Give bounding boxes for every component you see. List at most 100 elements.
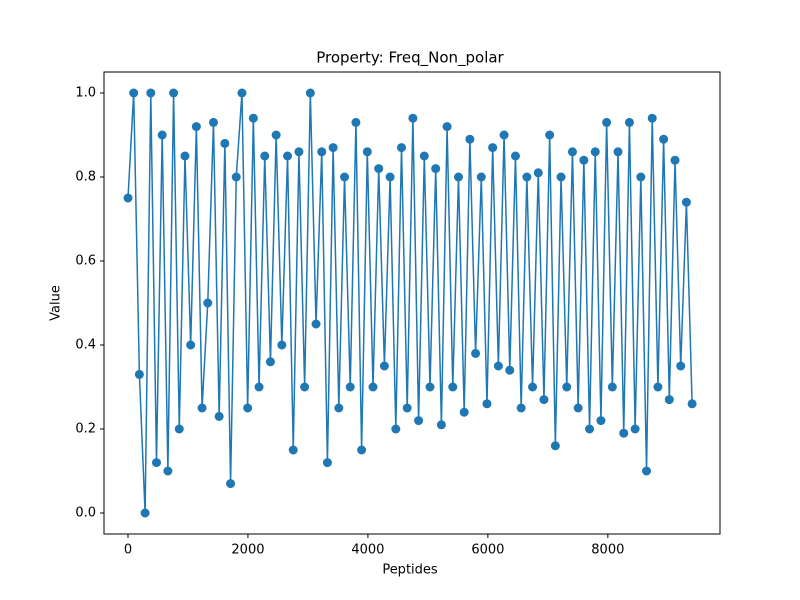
point [659,134,669,144]
point [516,403,526,413]
point [151,458,161,468]
y-tick-label: 1.0 [75,86,96,101]
x-tick-label: 0 [124,543,132,558]
point [670,155,680,165]
point [220,138,230,148]
point [647,113,657,123]
point [545,130,555,140]
point [607,382,617,392]
point [579,155,589,165]
series-line [127,92,693,514]
point [567,147,577,157]
point [226,479,236,489]
point [459,407,469,417]
point [180,151,190,161]
point [687,399,697,409]
point [271,130,281,140]
point [630,424,640,434]
point [476,172,486,182]
point [425,382,435,392]
point [613,147,623,157]
point [351,117,361,127]
point [397,143,407,153]
point [203,298,213,308]
point [214,411,224,421]
point [134,369,144,379]
point [237,88,247,98]
point [482,399,492,409]
point [283,151,293,161]
y-tick-label: 0.6 [75,254,96,269]
point [174,424,184,434]
point [585,424,595,434]
point [186,340,196,350]
point [146,88,156,98]
y-tick-label: 0.8 [75,170,96,185]
point [362,147,372,157]
point [419,151,429,161]
point [322,458,332,468]
point [448,382,458,392]
point [431,164,441,174]
point [590,147,600,157]
point [379,361,389,371]
point [505,365,515,375]
point [499,130,509,140]
point [357,445,367,455]
point [140,508,150,518]
point [653,382,663,392]
point [676,361,686,371]
point [619,428,629,438]
plot-frame [103,71,721,535]
point [260,151,270,161]
point [328,143,338,153]
x-tick-label: 2000 [231,543,264,558]
point [345,382,355,392]
point [277,340,287,350]
point [129,88,139,98]
point [340,172,350,182]
point [191,122,201,132]
point [471,348,481,358]
point [231,172,241,182]
point [453,172,463,182]
point [573,403,583,413]
point [163,466,173,476]
point [243,403,253,413]
point [408,113,418,123]
point [681,197,691,207]
point [197,403,207,413]
point [436,420,446,430]
point [300,382,310,392]
point [636,172,646,182]
point [414,416,424,426]
point [442,122,452,132]
point [465,134,475,144]
y-tick-label: 0.2 [75,422,96,437]
x-axis-label: Peptides [382,563,438,578]
point [169,88,179,98]
point [265,357,275,367]
point [334,403,344,413]
point [288,445,298,455]
point [642,466,652,476]
point [522,172,532,182]
point [254,382,264,392]
x-tick-label: 4000 [351,543,384,558]
point [374,164,384,174]
x-tick-label: 8000 [591,543,624,558]
x-tick-label: 6000 [471,543,504,558]
point [208,117,218,127]
point [528,382,538,392]
point [596,416,606,426]
point [317,147,327,157]
point [368,382,378,392]
chart-title: Property: Freq_Non_polar [316,49,504,68]
point [123,193,133,203]
point [539,395,549,405]
y-tick-label: 0.4 [75,338,96,353]
point [556,172,566,182]
point [385,172,395,182]
